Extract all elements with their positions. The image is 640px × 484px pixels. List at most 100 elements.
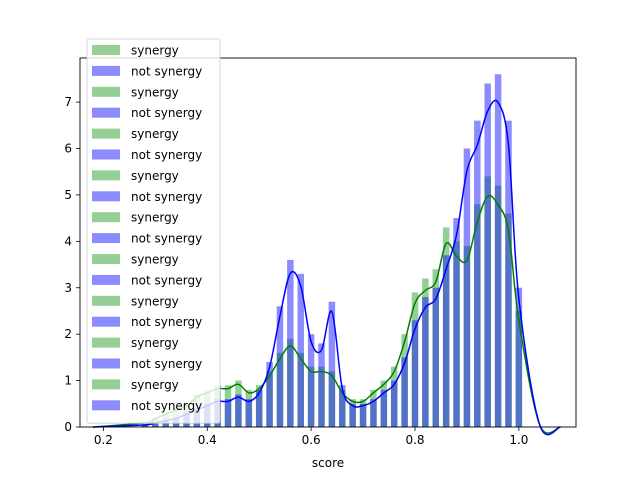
legend-label: synergy — [131, 253, 179, 267]
x-tick-label: 0.6 — [302, 433, 321, 447]
legend-label: synergy — [131, 336, 179, 350]
legend-label: not synergy — [131, 190, 202, 204]
y-tick-label: 2 — [64, 327, 72, 341]
synergy-bar — [255, 385, 263, 427]
legend-label: synergy — [131, 211, 179, 225]
legend-swatch — [92, 254, 120, 264]
synergy-bar — [276, 352, 284, 427]
legend-swatch — [92, 274, 120, 285]
legend-label: synergy — [131, 169, 179, 183]
not-synergy-bar — [505, 120, 512, 427]
y-tick-label: 0 — [64, 420, 72, 434]
synergy-bar — [401, 334, 408, 427]
legend-label: not synergy — [131, 357, 202, 371]
not-synergy-bar — [255, 389, 263, 427]
y-tick-label: 3 — [64, 281, 72, 295]
not-synergy-bar — [359, 403, 367, 427]
y-tick-label: 6 — [64, 142, 72, 156]
synergy-bar — [515, 310, 523, 427]
synergy-bar — [370, 389, 377, 427]
synergy-bar — [474, 204, 481, 427]
legend-swatch — [92, 128, 120, 139]
legend-label: not synergy — [131, 273, 202, 287]
legend-label: synergy — [131, 44, 179, 58]
legend-label: not synergy — [131, 106, 202, 120]
synergy-bar — [505, 213, 512, 427]
x-axis-label: score — [312, 456, 344, 470]
synergy-bar — [359, 399, 367, 427]
not-synergy-bar — [245, 399, 253, 427]
not-synergy-bar — [422, 297, 429, 427]
legend-swatch — [92, 107, 120, 118]
legend-swatch — [92, 379, 120, 390]
legend-swatch — [92, 337, 120, 348]
x-tick-label: 0.4 — [198, 433, 217, 447]
not-synergy-bar — [141, 424, 149, 427]
not-synergy-bar — [484, 83, 491, 427]
not-synergy-bar — [494, 74, 502, 427]
legend-label: synergy — [131, 294, 179, 308]
synergy-bar — [224, 385, 232, 427]
not-synergy-bar — [370, 399, 377, 427]
legend-label: synergy — [131, 85, 179, 99]
not-synergy-bar — [339, 385, 346, 427]
legend-swatch — [92, 295, 120, 306]
not-synergy-bar — [463, 148, 471, 427]
legend-swatch — [92, 149, 120, 160]
legend-swatch — [92, 191, 120, 202]
not-synergy-bar — [224, 399, 232, 427]
not-synergy-bar — [474, 120, 481, 427]
synergy-bar — [453, 241, 460, 427]
not-synergy-bar — [349, 403, 356, 427]
legend-label: not synergy — [131, 232, 202, 246]
not-synergy-bar — [442, 255, 450, 427]
legend-swatch — [92, 400, 120, 411]
synergy-bar — [442, 227, 450, 427]
synergy-bar — [328, 371, 336, 427]
x-tick-label: 0.8 — [405, 433, 424, 447]
legend-label: synergy — [131, 378, 179, 392]
not-synergy-bar — [432, 287, 440, 427]
y-tick-label: 5 — [64, 188, 72, 202]
legend-swatch — [92, 233, 120, 244]
synergy-bar — [484, 176, 491, 427]
synergy-bar — [307, 366, 315, 427]
y-tick-label: 4 — [64, 234, 72, 248]
not-synergy-bar — [307, 334, 315, 427]
legend-swatch — [92, 316, 120, 327]
synergy-bar — [245, 389, 253, 427]
plot-area — [92, 74, 561, 436]
legend-swatch — [92, 358, 120, 369]
not-synergy-bar — [515, 287, 523, 427]
synergy-bar — [266, 371, 273, 427]
x-tick-label: 1.0 — [509, 433, 528, 447]
legend-swatch — [92, 86, 120, 97]
not-synergy-bar — [297, 273, 304, 427]
x-tick-label: 0.2 — [94, 433, 113, 447]
not-synergy-bar — [411, 320, 419, 427]
synergy-bar — [411, 292, 419, 427]
not-synergy-bar — [318, 343, 325, 427]
synergy-bar — [287, 338, 294, 427]
synergy-bar — [339, 389, 346, 427]
synergy-bar — [297, 352, 304, 427]
synergy-bar — [422, 278, 429, 427]
legend-box — [86, 38, 221, 424]
legend-swatch — [92, 45, 120, 55]
legend-label: not synergy — [131, 315, 202, 329]
not-synergy-bar — [235, 394, 242, 427]
not-synergy-bar — [328, 301, 336, 427]
axes-frame — [79, 57, 577, 428]
synergy-bar — [390, 366, 398, 427]
synergy-bar — [380, 380, 388, 427]
legend: synergy not synergy synergy not synergy syne… — [86, 38, 221, 424]
legend-label: not synergy — [131, 148, 202, 162]
legend-swatch — [92, 212, 120, 223]
not-synergy-bar — [453, 218, 460, 427]
y-tick-label: 1 — [64, 374, 72, 388]
synergy-bar — [318, 366, 325, 427]
legend-label: not synergy — [131, 399, 202, 413]
legend-swatch — [92, 170, 120, 181]
not-synergy-bar — [266, 362, 273, 427]
